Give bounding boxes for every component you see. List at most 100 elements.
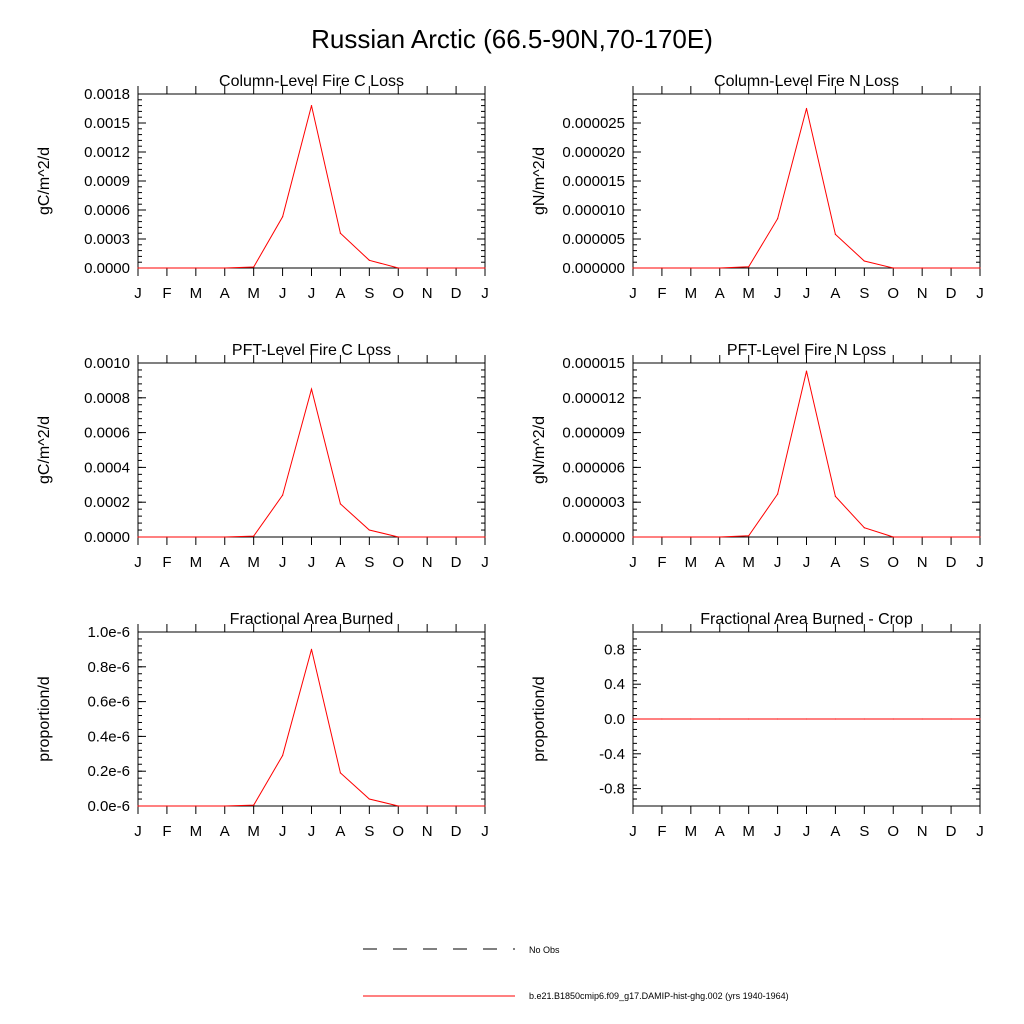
chart-2-data-point (834, 233, 837, 235)
chart-1-data-point (281, 216, 284, 218)
chart-5-xtick-label: J (279, 823, 287, 840)
chart-1-data-point (397, 267, 399, 269)
chart-4-plot-frame (632, 362, 981, 538)
chart-1-series-line (138, 105, 485, 269)
chart-3-data-point (166, 536, 168, 538)
chart-2-data-point (892, 267, 894, 269)
chart-3-title: PFT-Level Fire C Loss (232, 342, 391, 359)
chart-3-data-point (484, 536, 486, 538)
page-title: Russian Arctic (66.5-90N,70-170E) (311, 24, 713, 54)
chart-3-xtick-label: O (392, 554, 404, 571)
chart-3-data-point (368, 529, 370, 531)
chart-2-data-point (748, 266, 750, 268)
chart-5-ytick-label: 0.6e-6 (87, 694, 130, 711)
chart-3-ytick-label: 0.0002 (84, 494, 130, 511)
chart-5-ytick-label: 1.0e-6 (87, 624, 130, 641)
legend: No Obs b.e21.B1850cmip6.f09_g17.DAMIP-hi… (363, 945, 789, 1001)
chart-4-xtick-label: M (742, 554, 755, 571)
chart-1-xtick-label: N (422, 285, 433, 302)
chart-6-xtick-label: A (715, 823, 725, 840)
chart-1-data-point (310, 105, 313, 107)
chart-4-data-point (863, 527, 865, 529)
chart-1-xtick-label: O (392, 285, 404, 302)
chart-5-data-point (195, 805, 197, 807)
chart-5-data-point (253, 804, 255, 806)
chart-5-ylabel: proportion/d (36, 676, 53, 761)
chart-2-ylabel: gN/m^2/d (531, 147, 548, 215)
chart-6-ytick-label: 0.0 (604, 711, 625, 728)
chart-6-xtick-label: O (887, 823, 899, 840)
chart-3-xtick-label: A (335, 554, 345, 571)
chart-4-xtick-label: J (976, 554, 984, 571)
chart-2-plot-frame (632, 93, 981, 269)
chart-5-data-point (339, 772, 342, 774)
chart-4-ytick-label: 0.000006 (562, 459, 625, 476)
chart-2-ytick-label: 0.000025 (562, 115, 625, 132)
chart-6-title: Fractional Area Burned - Crop (700, 611, 913, 628)
chart-2-ytick-label: 0.000005 (562, 231, 625, 248)
chart-1-ytick-label: 0.0006 (84, 202, 130, 219)
chart-5-plot-frame (137, 631, 486, 807)
chart-3-data-point (253, 535, 255, 537)
chart-4-title: PFT-Level Fire N Loss (727, 342, 886, 359)
chart-2-xtick-label: O (887, 285, 899, 302)
chart-5-data-point (166, 805, 168, 807)
chart-6-data-point (690, 718, 692, 720)
chart-3-xtick-label: J (481, 554, 489, 571)
legend-model-run-label: b.e21.B1850cmip6.f09_g17.DAMIP-hist-ghg.… (529, 991, 789, 1001)
chart-3-xtick-label: J (279, 554, 287, 571)
chart-2-xtick-label: A (715, 285, 725, 302)
chart-6-xtick-label: M (685, 823, 698, 840)
chart-6-data-point (748, 718, 750, 720)
chart-4-xtick-label: M (685, 554, 698, 571)
chart-2-data-point (950, 267, 952, 269)
chart-5-xtick-label: M (247, 823, 260, 840)
chart-4-xtick-label: J (629, 554, 637, 571)
chart-2-data-point (921, 267, 923, 269)
chart-6-xtick-label: A (830, 823, 840, 840)
chart-1-ytick-label: 0.0018 (84, 86, 130, 103)
chart-4-xtick-label: D (946, 554, 957, 571)
chart-5-data-point (281, 754, 284, 757)
chart-4-xtick-label: A (830, 554, 840, 571)
chart-5-data-point (397, 805, 399, 807)
chart-2-xtick-label: A (830, 285, 840, 302)
chart-6-data-point (776, 718, 779, 720)
chart-1-xtick-label: A (335, 285, 345, 302)
chart-4-ytick-label: 0.000003 (562, 494, 625, 511)
chart-3-ylabel: gC/m^2/d (36, 416, 53, 484)
chart-6-xtick-label: M (742, 823, 755, 840)
chart-2-ytick-label: 0.000010 (562, 202, 625, 219)
chart-1-title: Column-Level Fire C Loss (219, 73, 404, 90)
chart-6-xtick-label: F (657, 823, 666, 840)
chart-2-xtick-label: S (859, 285, 869, 302)
chart-3-xtick-label: M (247, 554, 260, 571)
chart-5-xtick-label: J (308, 823, 316, 840)
chart-1-xtick-label: J (308, 285, 316, 302)
chart-3-data-point (426, 536, 428, 538)
chart-1-data-point (484, 267, 486, 269)
chart-5-ytick-label: 0.4e-6 (87, 728, 130, 745)
chart-4-xtick-label: S (859, 554, 869, 571)
chart-3-xtick-label: N (422, 554, 433, 571)
chart-1-data-point (368, 259, 370, 261)
chart-5-ytick-label: 0.0e-6 (87, 798, 130, 815)
chart-2-data-point (776, 218, 779, 220)
chart-1-xtick-label: J (134, 285, 142, 302)
chart-6-xtick-label: J (629, 823, 637, 840)
chart-1-data-point (339, 232, 342, 234)
chart-2-data-point (690, 267, 692, 269)
chart-3-xtick-label: S (364, 554, 374, 571)
chart-3-ytick-label: 0.0008 (84, 390, 130, 407)
chart-5-xtick-label: D (451, 823, 462, 840)
chart-1-xtick-label: M (190, 285, 203, 302)
chart-2-title: Column-Level Fire N Loss (714, 73, 899, 90)
chart-6-data-point (979, 718, 981, 720)
chart-4-data-point (776, 493, 779, 495)
chart-5-xtick-label: J (481, 823, 489, 840)
chart-5-title: Fractional Area Burned (230, 611, 394, 628)
chart-4-xtick-label: F (657, 554, 666, 571)
chart-4-data-point (950, 536, 952, 538)
chart-4-ytick-label: 0.000015 (562, 355, 625, 372)
chart-5-ytick-label: 0.2e-6 (87, 763, 130, 780)
